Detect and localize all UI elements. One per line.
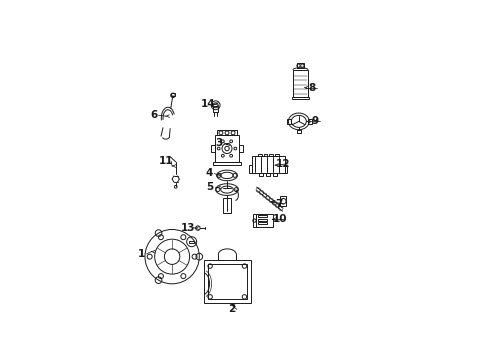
Text: 9: 9 — [312, 116, 319, 126]
Bar — [208, 264, 246, 299]
Bar — [258, 153, 262, 156]
Bar — [267, 173, 270, 176]
Bar — [256, 214, 273, 227]
Bar — [292, 97, 309, 99]
Bar — [171, 93, 175, 96]
Bar — [252, 156, 285, 173]
Text: 2: 2 — [228, 304, 235, 314]
Bar — [308, 119, 312, 123]
Bar — [287, 119, 291, 123]
Bar — [258, 222, 267, 224]
Bar — [239, 145, 243, 152]
Bar — [258, 219, 267, 221]
Text: 5: 5 — [206, 183, 213, 192]
Bar — [264, 153, 268, 156]
Bar — [273, 173, 277, 176]
Text: 4: 4 — [206, 168, 213, 179]
Text: 13: 13 — [181, 222, 196, 233]
Bar — [269, 153, 273, 156]
Text: 6: 6 — [150, 110, 157, 120]
Bar — [259, 173, 263, 176]
Bar — [249, 165, 252, 173]
Bar — [189, 241, 195, 243]
Text: 10: 10 — [273, 214, 287, 224]
Bar — [211, 145, 215, 152]
Bar — [285, 165, 288, 173]
Text: 12: 12 — [276, 159, 290, 169]
Bar — [296, 130, 301, 133]
Text: 14: 14 — [201, 99, 216, 109]
Bar — [213, 162, 242, 165]
Bar — [296, 63, 304, 68]
Text: 7: 7 — [275, 199, 283, 209]
Text: 11: 11 — [159, 156, 173, 166]
Bar — [215, 135, 239, 162]
Bar — [293, 70, 308, 97]
Bar — [204, 260, 250, 303]
Bar — [213, 107, 219, 112]
Text: 1: 1 — [138, 249, 145, 259]
Bar — [280, 196, 286, 206]
Bar — [275, 153, 279, 156]
Text: 3: 3 — [216, 138, 223, 148]
Bar — [217, 130, 237, 135]
Bar — [253, 214, 256, 227]
Bar — [258, 215, 267, 217]
Bar — [222, 198, 231, 213]
Text: 8: 8 — [309, 82, 316, 93]
